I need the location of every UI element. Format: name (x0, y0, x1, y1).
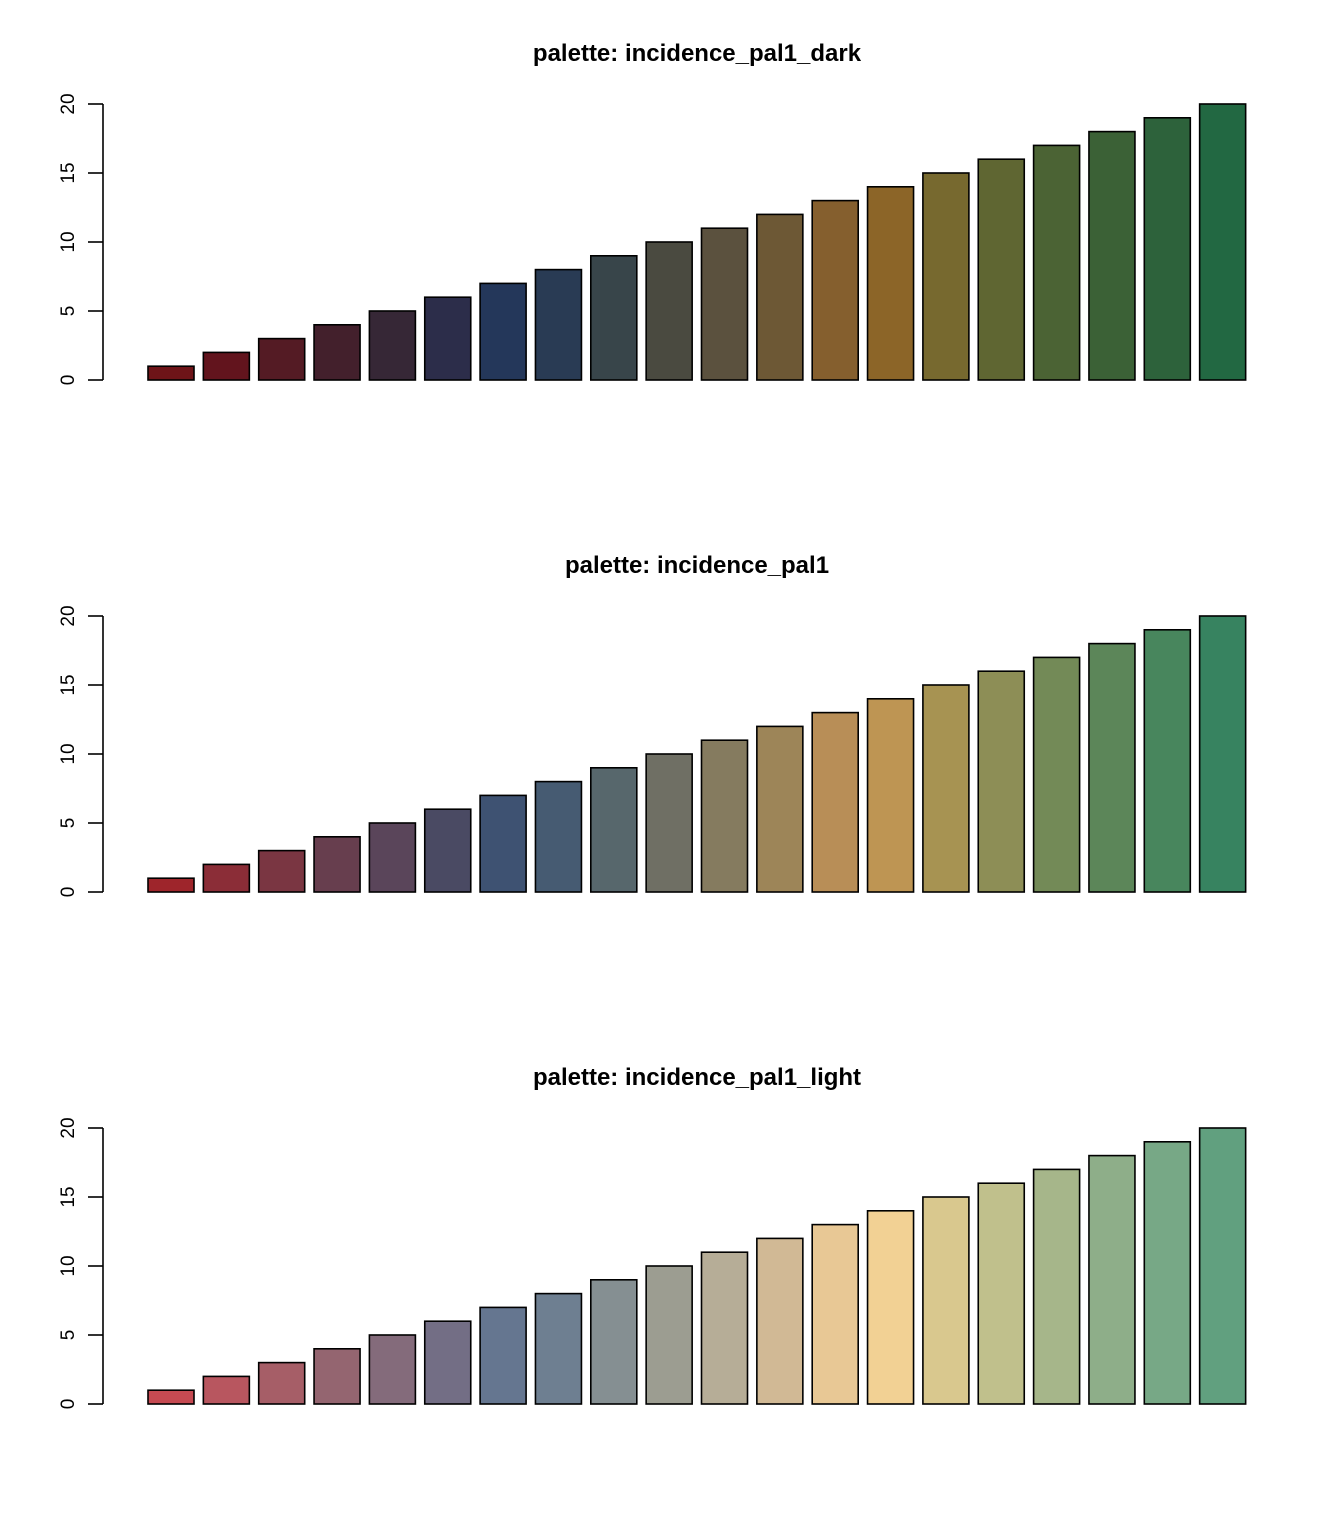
y-tick-label: 0 (58, 887, 79, 898)
bar (756, 1237, 804, 1405)
bar (645, 753, 693, 893)
bar (479, 1306, 527, 1405)
bar (977, 158, 1026, 381)
bar (202, 351, 251, 381)
bar (1143, 628, 1192, 893)
bar (645, 241, 693, 381)
y-tick-label: 10 (58, 231, 79, 252)
bar (589, 766, 638, 893)
bar (423, 1320, 472, 1405)
y-tick-label: 10 (58, 1255, 79, 1276)
chart-panel-1: palette: incidence_pal1_dark 0 5 10 15 20 (58, 40, 1247, 386)
bar (1088, 130, 1136, 381)
bar (977, 1182, 1026, 1405)
bar (257, 337, 306, 381)
bar (147, 365, 195, 381)
bar (589, 1279, 638, 1405)
bar (368, 822, 417, 893)
bar (922, 1196, 970, 1405)
bar (866, 186, 915, 381)
bar (756, 213, 804, 381)
chart-title: palette: incidence_pal1 (565, 552, 829, 579)
bar (922, 172, 970, 381)
y-tick-label: 0 (58, 1399, 79, 1410)
y-tick-label: 5 (58, 306, 79, 317)
bar (1198, 615, 1247, 893)
bar (1032, 656, 1081, 893)
y-tick-label: 0 (58, 375, 79, 386)
bar (534, 780, 583, 893)
bar (534, 268, 583, 381)
bar (313, 1348, 361, 1405)
bar (1143, 1141, 1192, 1405)
bar (147, 877, 195, 893)
bar (977, 670, 1026, 893)
bar (811, 199, 860, 381)
bar (756, 725, 804, 893)
bar (147, 1389, 195, 1405)
bar (1088, 1154, 1136, 1405)
y-tick-label: 20 (58, 93, 79, 114)
y-tick-label: 20 (58, 605, 79, 626)
bar (866, 697, 915, 893)
chart-panel-3: palette: incidence_pal1_light 0 5 10 15 20 (58, 1064, 1247, 1410)
bar (1198, 1127, 1247, 1405)
bar (368, 1334, 417, 1405)
bar (534, 1292, 583, 1405)
bar (479, 794, 527, 893)
bar (645, 1265, 693, 1405)
bar (811, 711, 860, 893)
y-tick-label: 15 (58, 1186, 79, 1207)
bar (313, 835, 361, 893)
bar (202, 863, 251, 893)
bar (866, 1210, 915, 1405)
bar (257, 849, 306, 893)
chart-panel-2: palette: incidence_pal1 0 5 10 15 20 (58, 552, 1247, 898)
bar (1088, 642, 1136, 893)
bar (700, 227, 749, 381)
bar (368, 310, 417, 381)
y-tick-label: 5 (58, 818, 79, 829)
y-tick-label: 15 (58, 674, 79, 695)
bar (700, 1251, 749, 1405)
y-tick-label: 15 (58, 162, 79, 183)
y-tick-label: 10 (58, 743, 79, 764)
bar (479, 282, 527, 381)
bar (1032, 144, 1081, 381)
bar (423, 296, 472, 381)
bar (423, 808, 472, 893)
chart-title: palette: incidence_pal1_light (533, 1064, 861, 1091)
bar (202, 1375, 251, 1405)
bar (811, 1223, 860, 1405)
bar (1198, 103, 1247, 381)
bar (922, 684, 970, 893)
y-tick-label: 5 (58, 1330, 79, 1341)
bar (257, 1361, 306, 1405)
bar (700, 739, 749, 893)
bar (1143, 117, 1192, 381)
bar (313, 323, 361, 381)
bar (1032, 1168, 1081, 1405)
y-tick-label: 20 (58, 1117, 79, 1138)
bar (589, 255, 638, 381)
chart-title: palette: incidence_pal1_dark (533, 40, 862, 67)
